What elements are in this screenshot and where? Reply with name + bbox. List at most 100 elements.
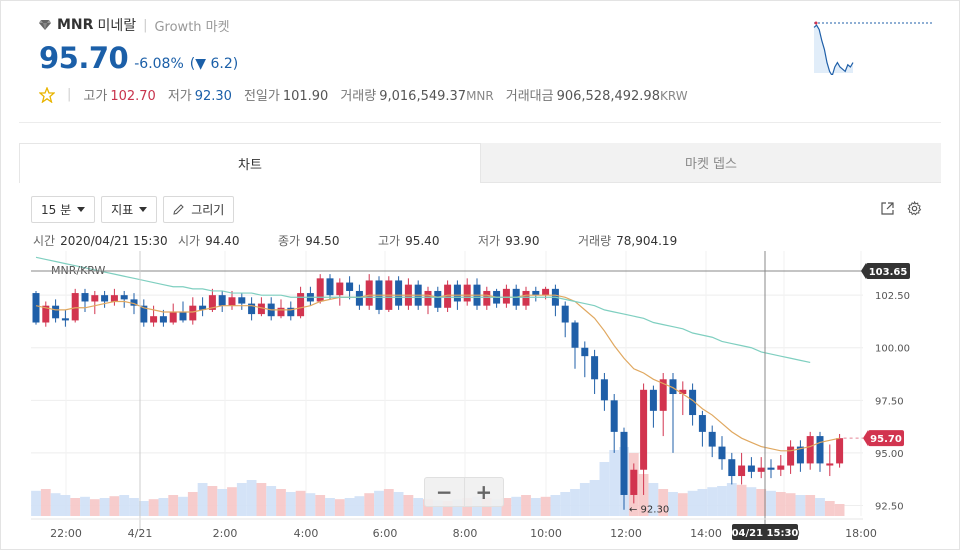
indicator-dropdown[interactable]: 지표: [101, 196, 158, 223]
candle-body: [238, 297, 246, 304]
market-symbol: MNR: [57, 17, 94, 33]
volume-bar: [785, 493, 796, 516]
candle-body: [659, 379, 667, 411]
y-tick-label: 95.00: [875, 449, 904, 460]
volume-bar: [579, 483, 590, 516]
candle-body: [532, 290, 540, 296]
y-tick-label: 100.00: [875, 344, 910, 355]
y-tick-label: 92.50: [875, 501, 904, 512]
tab-market-depth[interactable]: 마켓 뎁스: [481, 143, 941, 183]
candle-body: [630, 469, 638, 495]
zoom-out-button[interactable]: −: [425, 478, 465, 506]
volume-bar: [227, 487, 237, 516]
candle-body: [816, 436, 824, 464]
candle-body: [32, 293, 40, 323]
change-amount: (▼ 6.2): [189, 56, 239, 72]
chart-actions: [880, 201, 922, 216]
volume-bar: [550, 495, 561, 516]
volume-bar: [276, 489, 286, 516]
x-tick-label: 2:00: [213, 527, 238, 540]
crosshair-price-tag: [866, 262, 910, 279]
price-chart[interactable]: MNR/KRW102.50100.0097.5095.0092.50103.65…: [1, 251, 960, 550]
candle-body: [81, 293, 89, 302]
volume-bar: [344, 498, 355, 516]
candle-body: [581, 347, 589, 357]
candle-body: [738, 465, 746, 477]
candle-body: [591, 356, 599, 380]
candle-body: [610, 400, 618, 432]
x-tick-label: 10:00: [530, 527, 562, 540]
draw-button[interactable]: 그리기: [163, 196, 235, 223]
low-price-marker: ← 92.30: [629, 505, 669, 516]
volume-bar: [403, 495, 414, 516]
candle-body: [796, 446, 804, 464]
stat-prev-value: 101.90: [282, 89, 329, 104]
zoom-in-button[interactable]: +: [475, 480, 493, 504]
ohlc-close-value: 94.50: [305, 234, 340, 248]
candle-body: [747, 465, 755, 472]
volume-bar: [158, 498, 169, 516]
gem-icon: [39, 20, 51, 30]
candle-body: [434, 290, 442, 308]
candle-body: [316, 278, 324, 302]
stats-divider: |: [67, 87, 72, 102]
x-tick-label: 12:00: [610, 527, 642, 540]
chevron-down-icon: [139, 207, 148, 212]
favorite-star-icon[interactable]: [39, 86, 55, 103]
ohlc-close: 종가 94.50: [278, 232, 339, 249]
candle-body: [777, 465, 785, 470]
candle-body: [287, 307, 295, 317]
candle-body: [346, 282, 354, 291]
volume-bar: [795, 495, 806, 516]
pencil-icon: [173, 204, 184, 215]
external-link-icon[interactable]: [880, 201, 895, 216]
ohlc-low-label: 저가: [478, 234, 501, 248]
stat-high-label: 고가: [83, 89, 108, 104]
ohlc-time: 시간 2020/04/21 15:30: [33, 232, 168, 249]
candle-body: [61, 318, 69, 321]
candle-body: [600, 379, 608, 401]
volume-bar: [815, 498, 825, 516]
volume-bar: [677, 493, 688, 516]
volume-bar: [697, 489, 708, 516]
candle-body: [169, 311, 177, 323]
volume-bar: [80, 496, 90, 516]
candle-body: [689, 389, 697, 416]
market-header: MNR 미네랄 | Growth 마켓 95.70 -6.08% (▼ 6.2)…: [19, 1, 941, 123]
market-title-row: MNR 미네랄 | Growth 마켓: [39, 15, 230, 35]
volume-bar: [481, 498, 492, 516]
volume-bar: [236, 483, 247, 516]
ohlc-open-label: 시가: [178, 234, 201, 248]
candle-body: [522, 290, 530, 306]
ohlc-time-value: 2020/04/21 15:30: [60, 234, 168, 248]
candle-body: [836, 438, 844, 464]
volume-bar: [462, 498, 473, 516]
ohlc-open-value: 94.40: [205, 234, 240, 248]
crosshair-price-text: 103.65: [869, 267, 908, 278]
candle-body: [649, 389, 657, 411]
candle-body: [71, 293, 79, 321]
ohlc-high: 고가 95.40: [378, 232, 439, 249]
title-divider: |: [143, 17, 148, 33]
stat-low-label: 저가: [167, 89, 192, 104]
candle-body: [787, 446, 795, 466]
ohlc-close-label: 종가: [278, 234, 301, 248]
volume-bar: [70, 498, 81, 516]
candle-body: [248, 303, 256, 315]
volume-bar: [766, 490, 776, 516]
volume-bar: [638, 474, 649, 516]
ohlc-high-label: 고가: [378, 234, 401, 248]
candle-body: [767, 467, 775, 470]
x-tick-label: 18:00: [845, 527, 877, 540]
volume-bar: [442, 501, 453, 516]
volume-bar: [305, 493, 316, 516]
gear-icon[interactable]: [907, 201, 922, 216]
candle-body: [483, 290, 491, 306]
volume-bar: [178, 496, 188, 516]
interval-dropdown[interactable]: 15 분: [31, 196, 96, 223]
candle-body: [130, 299, 138, 306]
stat-turnover-unit: KRW: [659, 89, 688, 103]
indicator-label: 지표: [111, 203, 134, 217]
candle-body: [179, 311, 187, 321]
tab-chart[interactable]: 차트: [19, 143, 481, 183]
